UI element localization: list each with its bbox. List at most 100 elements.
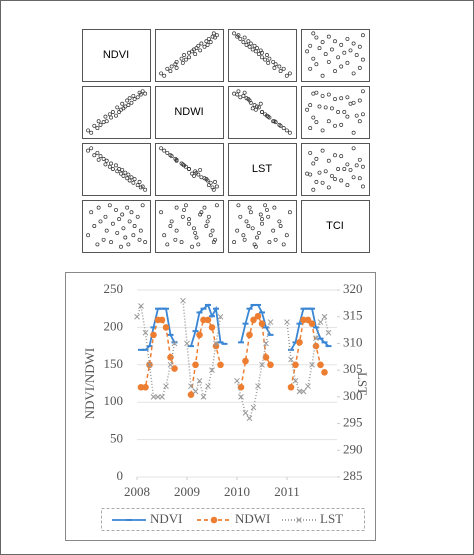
scatter-point [244,219,249,224]
marker [317,361,324,369]
marker [200,394,207,400]
scatter-point [202,205,207,210]
scatter-point [126,103,131,108]
scatter-point [126,172,131,177]
panel [155,86,224,139]
scatter-point [311,91,316,96]
marker [321,313,328,320]
scatter-point [342,167,347,171]
scatter-point [345,162,350,167]
scatter-point [211,31,216,36]
scatter-point [193,52,198,57]
scatter-point [208,40,213,45]
y-tick-label: 150 [104,356,124,371]
scatter-point [115,169,120,174]
scatter-point [232,91,237,96]
scatter-point [206,183,211,188]
scatter-point [214,33,219,38]
scatter-point [98,219,103,224]
marker [234,377,240,384]
scatter-point [253,107,258,112]
variable-label: TCI [326,220,344,232]
panel [228,200,297,253]
scatter-point [107,164,112,169]
scatter-point [345,60,350,65]
scatter-point [119,171,123,176]
scatter-point [308,172,313,177]
scatter-point [311,187,316,192]
scatter-point [125,205,130,210]
scatter-point [266,60,271,65]
scatter-point [179,161,184,166]
scatter-point [345,183,350,188]
scatter-point [265,113,269,118]
scatter-point [323,105,328,110]
scatter-point [198,48,203,53]
scatter-point [127,219,132,224]
scatter-point [98,122,103,127]
scatter-point [196,242,201,247]
scatter-point [109,240,113,245]
marker [196,331,203,339]
scatter-point [204,39,209,44]
scatter-point [196,43,201,48]
y-tick-label: 250 [104,281,124,296]
marker [196,377,203,384]
scatter-point [345,95,350,100]
scatter-point [192,173,196,178]
scatter-point [308,126,313,131]
scatter-point [281,66,286,71]
scatter-point [266,214,271,219]
marker [312,342,320,350]
scatter-point [260,217,264,222]
scatter-point [339,122,344,127]
scatter-point [258,48,263,53]
marker [171,340,178,347]
scatter-point [354,53,359,57]
scatter-point [357,98,362,103]
marker [150,394,157,400]
scatter-point [357,157,362,162]
scatter-point [242,90,247,95]
scatter-point [339,42,344,47]
marker [159,394,165,400]
scatter-point [187,50,191,55]
marker [254,312,262,320]
scatter-point [162,148,167,153]
scatter-point [120,101,125,106]
scatter-point [320,180,325,185]
scatter-point [117,217,122,222]
scatter-point [169,154,174,159]
scatter-point [253,49,258,54]
scatter-point [278,224,283,228]
y-tick-label: 200 [104,318,124,333]
scatter-point [138,228,143,233]
marker [134,313,140,320]
scatter-point [248,210,253,215]
scatter-point [114,163,118,168]
scatter-point [135,183,140,188]
marker [250,316,257,324]
marker [210,516,218,524]
scatter-point [281,126,286,131]
scatter-point [317,46,322,51]
scatter-point [190,171,195,176]
scatter-point [114,113,118,118]
scatter-point [333,123,337,128]
line-chart-frame [65,272,376,541]
marker [258,320,266,327]
scatter-matrix: NDVI NDWI LST TCI [82,29,370,253]
variable-label: NDWI [174,106,203,118]
scatter-point [169,64,174,69]
scatter-point [132,177,137,182]
marker [188,383,194,390]
scatter-point [255,46,259,51]
scatter-point [308,66,313,71]
scatter-point [342,50,347,55]
scatter-point [326,92,331,97]
scatter-point [284,233,289,238]
scatter-point [137,237,142,242]
scatter-point [214,203,219,208]
marker [167,354,174,361]
